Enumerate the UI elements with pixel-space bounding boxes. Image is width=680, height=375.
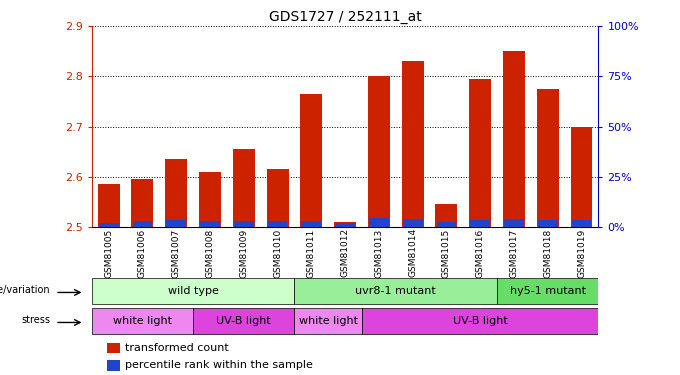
Text: white light: white light bbox=[299, 316, 358, 326]
FancyBboxPatch shape bbox=[497, 278, 598, 304]
Text: percentile rank within the sample: percentile rank within the sample bbox=[124, 360, 313, 370]
Title: GDS1727 / 252111_at: GDS1727 / 252111_at bbox=[269, 10, 422, 24]
Bar bbox=[107, 360, 120, 370]
Text: genotype/variation: genotype/variation bbox=[0, 285, 50, 294]
Bar bbox=[471, 220, 490, 227]
Bar bbox=[403, 219, 422, 227]
FancyBboxPatch shape bbox=[92, 308, 193, 334]
Bar bbox=[469, 79, 491, 227]
Bar bbox=[368, 76, 390, 227]
Text: transformed count: transformed count bbox=[124, 343, 228, 353]
Bar bbox=[538, 220, 558, 227]
Bar bbox=[571, 126, 592, 227]
Bar bbox=[503, 51, 525, 227]
Bar bbox=[335, 223, 355, 227]
Text: UV-B light: UV-B light bbox=[216, 316, 271, 326]
Bar bbox=[131, 179, 154, 227]
Bar bbox=[98, 184, 120, 227]
Bar bbox=[572, 220, 592, 227]
Text: white light: white light bbox=[113, 316, 172, 326]
Text: UV-B light: UV-B light bbox=[453, 316, 507, 326]
Bar bbox=[165, 159, 187, 227]
Text: wild type: wild type bbox=[168, 286, 218, 296]
FancyBboxPatch shape bbox=[362, 308, 598, 334]
Bar bbox=[437, 222, 456, 227]
Bar bbox=[133, 221, 152, 227]
Bar bbox=[537, 89, 559, 227]
Bar bbox=[200, 221, 220, 227]
Bar bbox=[402, 62, 424, 227]
FancyBboxPatch shape bbox=[294, 308, 362, 334]
Bar bbox=[267, 169, 288, 227]
Bar bbox=[199, 172, 221, 227]
Bar bbox=[99, 223, 118, 227]
Bar bbox=[233, 149, 255, 227]
Bar bbox=[301, 221, 321, 227]
Bar bbox=[334, 222, 356, 227]
Bar bbox=[167, 220, 186, 227]
Bar bbox=[369, 218, 389, 227]
FancyBboxPatch shape bbox=[92, 278, 294, 304]
Bar bbox=[107, 343, 120, 353]
Bar bbox=[234, 221, 254, 227]
Text: uvr8-1 mutant: uvr8-1 mutant bbox=[356, 286, 436, 296]
Text: hy5-1 mutant: hy5-1 mutant bbox=[510, 286, 585, 296]
Bar bbox=[504, 219, 524, 227]
Bar bbox=[301, 94, 322, 227]
Text: stress: stress bbox=[22, 315, 50, 324]
FancyBboxPatch shape bbox=[294, 278, 497, 304]
FancyBboxPatch shape bbox=[193, 308, 294, 334]
Bar bbox=[268, 221, 288, 227]
Bar bbox=[435, 204, 458, 227]
